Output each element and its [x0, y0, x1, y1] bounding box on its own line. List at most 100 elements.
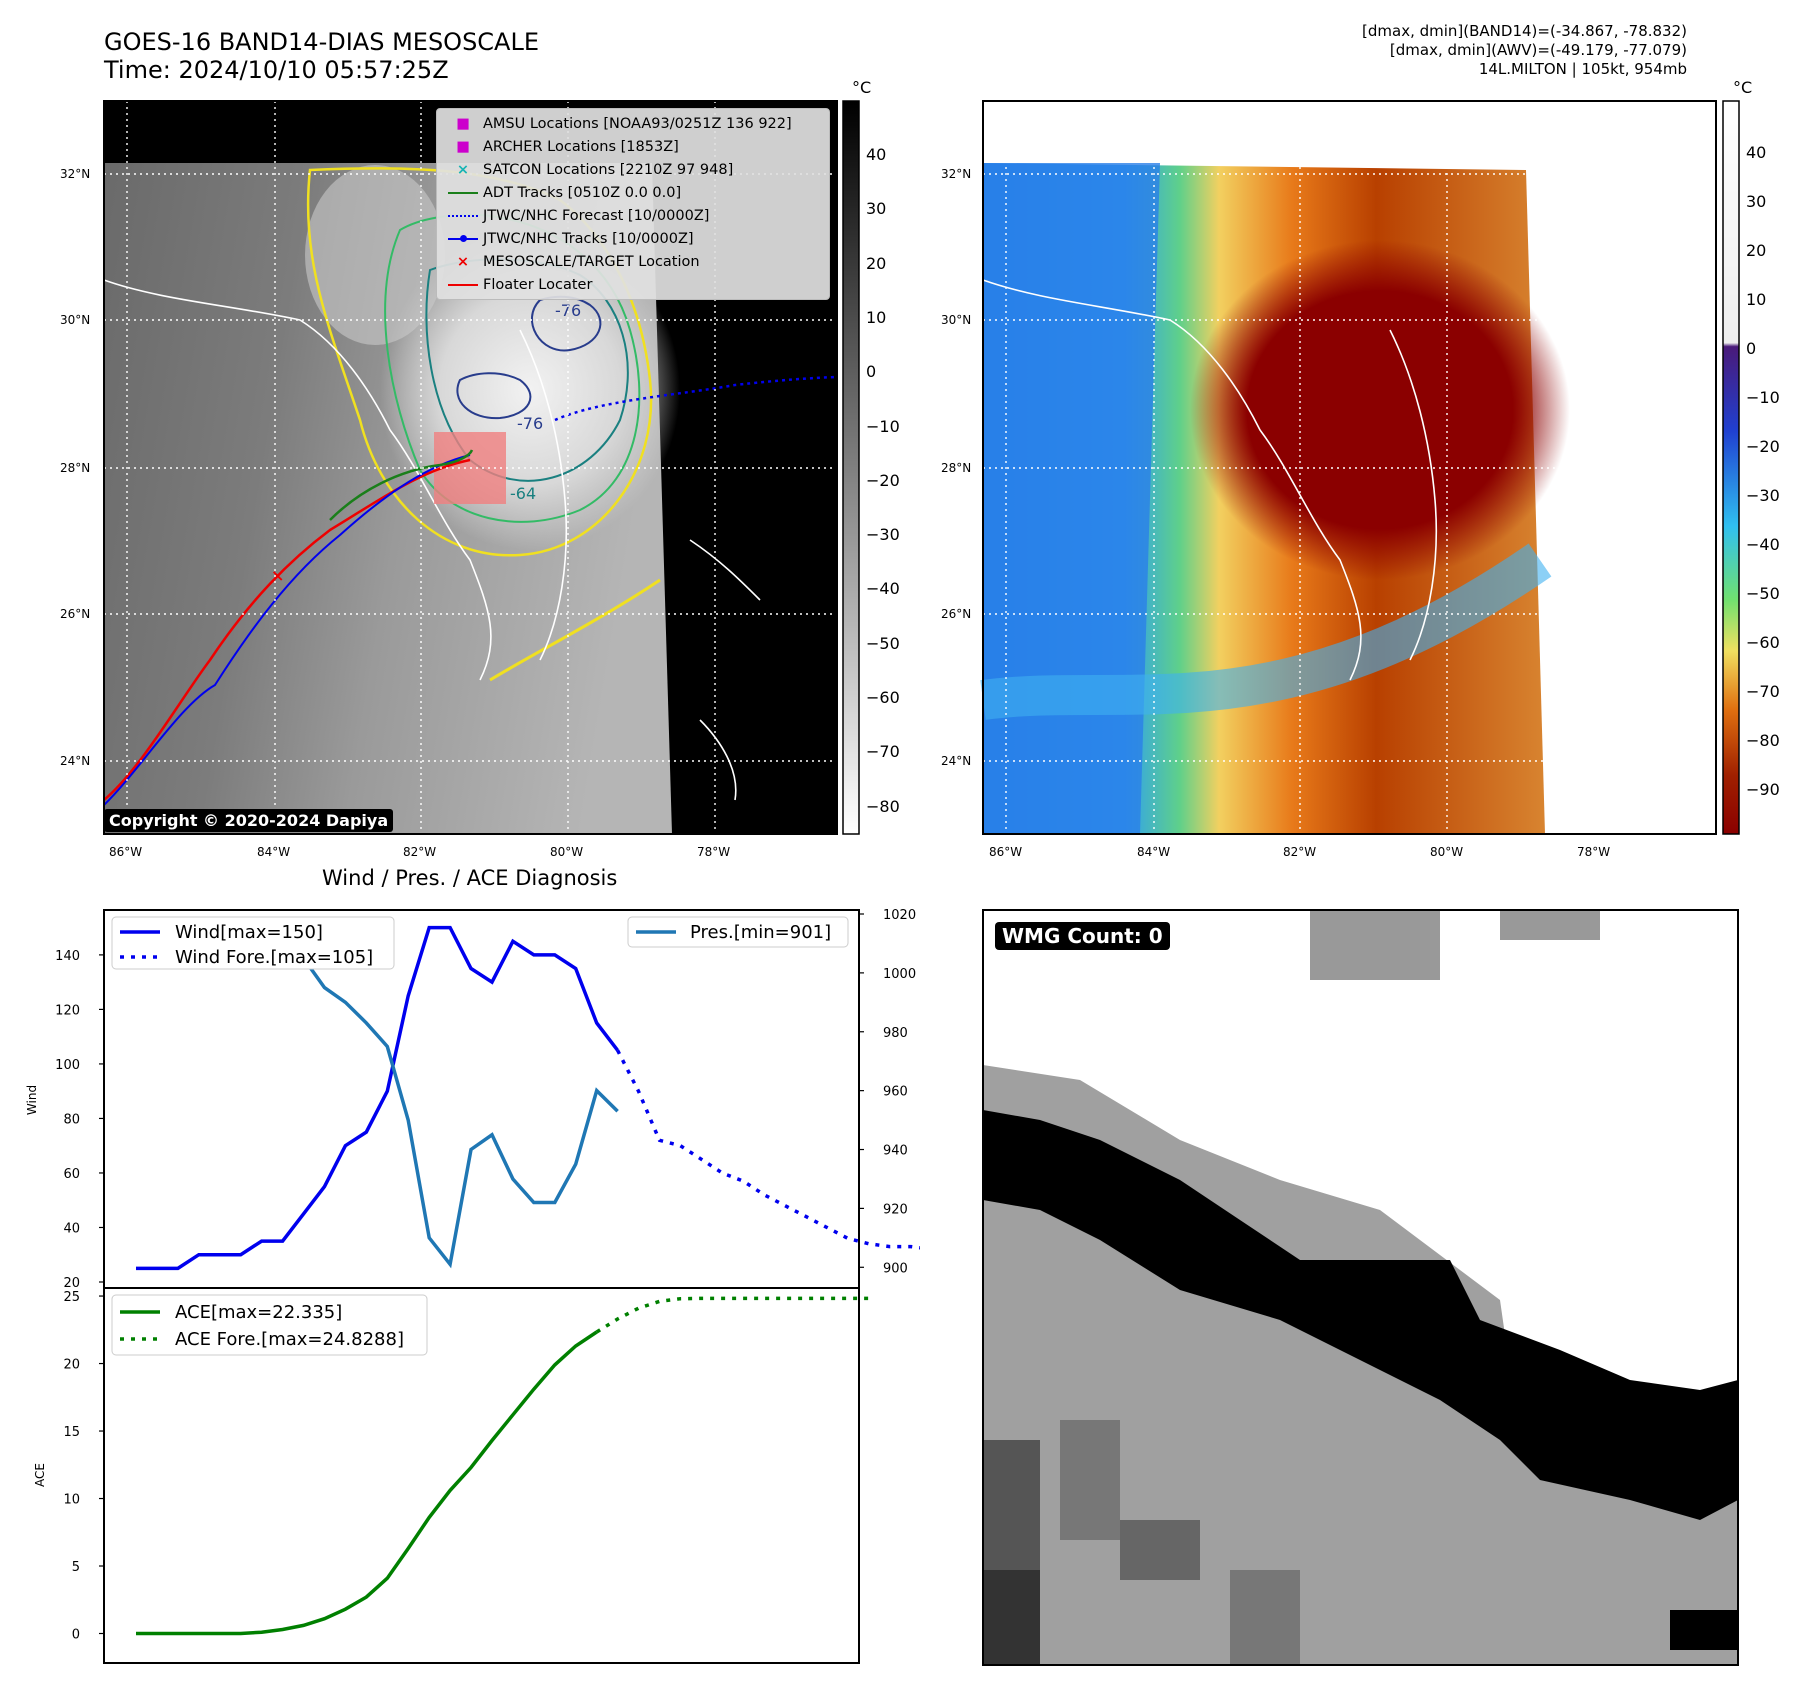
diagnosis-title: Wind / Pres. / ACE Diagnosis: [322, 866, 618, 890]
wind-axis-label: Wind: [25, 1085, 39, 1115]
pressure-axis-tick-label: 980: [883, 1026, 908, 1041]
contour-label-1: -76: [555, 301, 581, 320]
wind-axis-tick-label: 140: [55, 949, 80, 964]
diagnosis-chart: 2040608010012014090092094096098010001020…: [25, 908, 920, 1664]
ir-legend: ■ AMSU Locations [NOAA93/0251Z 136 922] ■ A…: [436, 108, 830, 300]
legend-label: ARCHER Locations [1853Z]: [483, 139, 679, 155]
colorbar-tick-label: 0: [866, 362, 877, 382]
ir-frame: [103, 100, 838, 835]
pressure-legend-box: [627, 916, 849, 948]
wmg-dark-block-3: [1120, 1520, 1200, 1580]
pressure-axis-tick-label: 1020: [883, 908, 916, 923]
ace-legend-label: ACE Fore.[max=24.8288]: [175, 1329, 404, 1350]
pressure-axis-tick-label: 920: [883, 1202, 908, 1217]
info-awv: [dmax, dmin](AWV)=(-49.179, -77.079): [1389, 41, 1687, 59]
wv-lat-28: 28°N: [941, 461, 972, 475]
wmg-dark-block-5: [983, 1570, 1040, 1665]
colorbar-tick-label: −70: [1746, 682, 1780, 701]
info-band14: [dmax, dmin](BAND14)=(-34.867, -78.832): [1362, 22, 1687, 40]
ir-lat-26: 26°N: [60, 607, 91, 621]
legend-symbol-icon: [443, 274, 483, 297]
wv-colorbar-unit: °C: [1733, 78, 1753, 97]
colorbar-tick-label: −70: [866, 742, 900, 762]
colorbar-tick-label: 0: [1746, 339, 1757, 358]
wmg-gray-patch-2: [1500, 910, 1600, 940]
wv-panel: [980, 100, 1740, 835]
figure-title: GOES-16 BAND14-DIAS MESOSCALE Time: 2024…: [104, 28, 539, 84]
colorbar-tick-label: −60: [1746, 633, 1780, 652]
legend-label: JTWC/NHC Tracks [10/0000Z]: [483, 231, 694, 247]
legend-symbol-icon: [443, 205, 483, 228]
colorbar-tick-label: −30: [1746, 486, 1780, 505]
ace-axis-tick-label: 20: [63, 1358, 80, 1373]
wv-gridlines: [983, 101, 1716, 834]
coastline: [103, 279, 761, 801]
colorbar-tick-label: 40: [1746, 143, 1767, 162]
colorbar-tick-label: −10: [1746, 388, 1780, 407]
wmg-panel: [982, 909, 1739, 1666]
ace-axis-tick-label: 25: [63, 1290, 80, 1305]
ir-lon-84: 84°W: [257, 845, 291, 859]
series-line-wind: [136, 925, 619, 1271]
wv-lon-84: 84°W: [1137, 845, 1171, 859]
wv-storm-core: [1190, 240, 1570, 580]
wind-pressure-frame: [103, 909, 860, 1289]
storm-info: [dmax, dmin](BAND14)=(-34.867, -78.832) …: [1362, 22, 1687, 79]
legend-item: ■ ARCHER Locations [1853Z]: [443, 136, 823, 159]
wmg-frame: [982, 909, 1739, 1666]
ir-lon-78: 78°W: [697, 845, 731, 859]
colorbar-tick-label: −30: [866, 525, 900, 545]
ir-colorbar: [842, 100, 860, 835]
contour-label-2: -76: [517, 414, 543, 433]
colorbar-tick-label: −20: [1746, 437, 1780, 456]
legend-symbol-icon: ×: [456, 254, 470, 270]
pressure-axis-tick-label: 940: [883, 1144, 908, 1159]
nhc-forecast-track: [554, 375, 838, 422]
wmg-black-block: [1670, 1610, 1738, 1650]
legend-label: JTWC/NHC Forecast [10/0000Z]: [483, 208, 710, 224]
wv-lon-86: 86°W: [989, 845, 1023, 859]
colorbar-tick-label: −80: [1746, 731, 1780, 750]
ir-lat-24: 24°N: [60, 754, 91, 768]
legend-label: Floater Locater: [483, 277, 593, 293]
ir-contour-inner-b: [456, 372, 532, 420]
ace-axis-tick-label: 5: [72, 1560, 80, 1575]
wv-lat-30: 30°N: [941, 313, 972, 327]
legend-symbol-icon: ■: [456, 139, 470, 155]
ir-lon-86: 86°W: [109, 845, 143, 859]
wv-lon-82: 82°W: [1283, 845, 1317, 859]
wv-moist-band: [980, 543, 1552, 720]
wind-legend-box: [111, 916, 395, 970]
colorbar-tick-label: −40: [866, 579, 900, 599]
legend-label: ADT Tracks [0510Z 0.0 0.0]: [483, 185, 682, 201]
info-storm: 14L.MILTON | 105kt, 954mb: [1478, 60, 1687, 78]
wind-axis-tick-label: 60: [63, 1167, 80, 1182]
ir-lat-28: 28°N: [60, 461, 91, 475]
legend-item: JTWC/NHC Forecast [10/0000Z]: [443, 205, 823, 228]
ace-axis-tick-label: 10: [63, 1493, 80, 1508]
pressure-legend-label: Pres.[min=901]: [690, 922, 831, 943]
series-line-wind-fore-: [616, 1049, 920, 1250]
ir-lon-80: 80°W: [550, 845, 584, 859]
legend-symbol-icon: ×: [456, 162, 470, 178]
legend-label: AMSU Locations [NOAA93/0251Z 136 922]: [483, 116, 792, 132]
ir-lat-32: 32°N: [60, 167, 91, 181]
legend-symbol-icon: [443, 182, 483, 205]
wv-colorbar: [1722, 100, 1740, 835]
wv-lon-80: 80°W: [1430, 845, 1464, 859]
ir-lon-82: 82°W: [403, 845, 437, 859]
wv-lat-26: 26°N: [941, 607, 972, 621]
wind-axis-tick-label: 80: [63, 1112, 80, 1127]
pressure-axis-tick-label: 960: [883, 1085, 908, 1100]
colorbar-tick-label: 20: [1746, 241, 1767, 260]
wind-axis-tick-label: 120: [55, 1003, 80, 1018]
wmg-count-label: WMG Count: 0: [995, 922, 1170, 950]
ace-legend-box: [111, 1294, 428, 1356]
colorbar-tick-label: −10: [866, 416, 900, 436]
contour-label-3: -64: [510, 484, 536, 503]
legend-symbol-icon: [443, 228, 483, 251]
ir-colorbar-unit: °C: [852, 78, 872, 97]
colorbar-tick-label: 10: [866, 307, 887, 327]
ace-legend-label: ACE[max=22.335]: [175, 1302, 342, 1323]
ir-contour-rainband: [489, 578, 661, 682]
